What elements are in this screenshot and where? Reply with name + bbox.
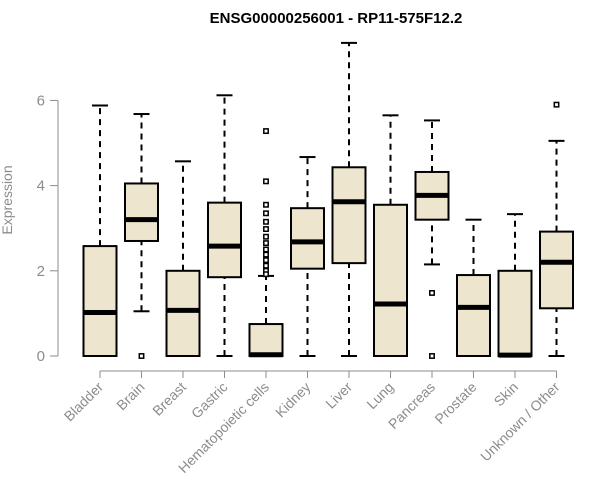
boxes-group [82, 41, 574, 359]
outlier-point [263, 201, 269, 208]
outlier-point [263, 226, 269, 233]
box-iqr [248, 323, 284, 357]
box-group-liver [331, 41, 367, 357]
box-iqr [331, 166, 367, 265]
box-iqr [82, 245, 118, 357]
outlier-point [263, 210, 269, 217]
outlier-point [263, 128, 269, 135]
outlier-point [263, 246, 269, 253]
y-axis-label: Expression [0, 165, 15, 234]
box-iqr [124, 182, 159, 242]
x-tick-label: Skin [491, 379, 522, 410]
box-iqr [165, 269, 201, 357]
outlier-point [263, 233, 269, 240]
box-group-kidney [290, 156, 325, 357]
outlier-point [263, 218, 269, 225]
box-group-gastric [207, 94, 242, 357]
x-tick-label: Prostate [431, 379, 479, 427]
box-group-prostate [456, 218, 491, 357]
outlier-point [263, 251, 269, 258]
outlier-point [263, 262, 269, 269]
outlier-point [429, 290, 435, 296]
y-tick-label: 4 [37, 178, 45, 195]
box-iqr [539, 230, 574, 310]
box-iqr [207, 201, 242, 279]
y-tick-label: 6 [37, 92, 45, 109]
x-tick-label: Unknown / Other [477, 379, 563, 465]
box-group-skin [497, 213, 533, 358]
box-group-brain [124, 113, 159, 359]
box-group-breast [165, 160, 201, 357]
x-tick-label: Kidney [272, 379, 314, 421]
x-tick-label: Bladder [61, 379, 107, 425]
box-group-pancreas [414, 119, 450, 359]
outlier-point [553, 101, 560, 108]
y-tick-label: 2 [37, 263, 45, 280]
outlier-point [429, 353, 435, 359]
box-group-unknown-other [539, 101, 574, 357]
x-tick-label: Breast [149, 379, 189, 419]
x-tick-label: Liver [322, 379, 355, 412]
box-group-lung [373, 114, 408, 357]
box-iqr [290, 207, 325, 270]
x-tick-label: Lung [363, 379, 396, 412]
outlier-point [263, 240, 269, 247]
y-axis: 0 2 4 6 [37, 92, 59, 365]
box-group-bladder [82, 104, 118, 357]
outlier-point [263, 257, 269, 264]
outlier-point [263, 271, 269, 278]
box-group-hematopoietic-cells [248, 128, 284, 358]
outlier-point [138, 353, 145, 359]
x-tick-label: Brain [113, 379, 147, 413]
chart-title: ENSG00000256001 - RP11-575F12.2 [210, 10, 463, 27]
box-iqr [497, 269, 533, 357]
outlier-point [263, 178, 269, 185]
box-iqr [456, 274, 491, 357]
y-tick-label: 0 [37, 348, 45, 365]
box-iqr [373, 203, 408, 357]
